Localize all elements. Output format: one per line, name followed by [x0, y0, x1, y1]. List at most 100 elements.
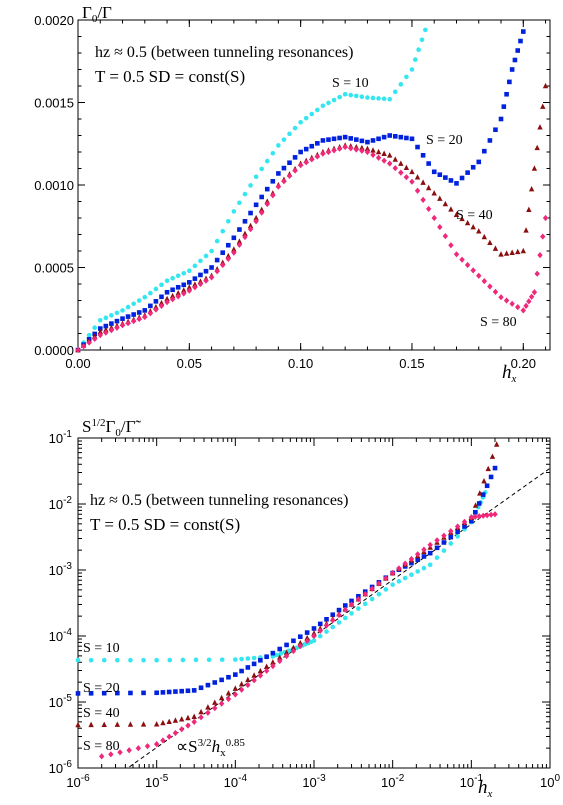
bottom-data-point — [212, 680, 218, 685]
top-data-point — [125, 320, 131, 327]
bottom-data-point — [330, 624, 336, 630]
top-data-point — [359, 138, 365, 144]
top-data-point — [159, 294, 164, 300]
bottom-data-point — [180, 657, 186, 663]
bottom-data-point — [257, 667, 264, 674]
top-data-point — [298, 120, 303, 125]
bottom-label-s40: S = 40 — [83, 706, 120, 721]
top-data-point — [537, 252, 543, 259]
top-data-point — [259, 166, 264, 172]
top-data-point — [337, 94, 342, 100]
top-data-point — [253, 202, 259, 208]
top-data-point — [414, 187, 421, 194]
top-data-point — [353, 146, 360, 153]
bottom-data-point — [198, 708, 204, 715]
top-data-point — [342, 91, 348, 97]
bottom-data-point — [238, 681, 245, 687]
bottom-data-point — [421, 554, 427, 559]
top-data-point — [409, 168, 415, 175]
bottom-data-point — [212, 699, 218, 705]
bottom-data-point — [290, 647, 297, 655]
top-ylabel: Γ0/Γ — [82, 3, 112, 25]
top-data-point — [420, 153, 426, 158]
top-data-point — [370, 151, 376, 158]
top-data-point — [442, 200, 449, 207]
top-label-s10: S = 10 — [332, 76, 369, 91]
bottom-panel: 10-6 10-5 10-4 10-3 10-2 10-1 100 10-6 10-5 10-4 1… — [49, 417, 561, 800]
top-data-point — [476, 159, 482, 165]
top-data-point — [120, 308, 125, 313]
top-data-point — [169, 292, 176, 299]
top-data-point — [130, 318, 137, 325]
top-data-point — [231, 209, 237, 214]
top-data-point — [337, 135, 342, 141]
top-data-point — [247, 222, 254, 229]
bottom-data-point — [421, 546, 427, 553]
top-data-point — [242, 233, 248, 241]
top-data-point — [214, 238, 220, 244]
top-data-point — [147, 310, 154, 317]
top-data-point — [331, 147, 337, 154]
bottom-annotation-hz: hz ≈ 0.5 (between tunneling resonances) — [90, 492, 348, 509]
bottom-data-point — [191, 688, 197, 693]
bottom-data-point — [448, 541, 454, 546]
top-data-point — [125, 314, 131, 319]
top-data-point — [198, 258, 203, 264]
bottom-data-point — [88, 721, 94, 728]
top-data-point — [354, 93, 359, 99]
top-data-point — [526, 206, 532, 213]
top-data-point — [404, 74, 409, 80]
top-data-point — [534, 144, 540, 151]
bottom-y-tick-label: 10-4 — [49, 627, 73, 644]
top-data-point — [381, 134, 387, 140]
top-data-point — [142, 294, 148, 300]
bottom-data-point — [191, 713, 197, 719]
bottom-data-point — [472, 502, 479, 508]
bottom-data-point — [454, 523, 461, 530]
bottom-data-point — [409, 572, 414, 578]
top-data-point — [276, 143, 281, 148]
bottom-data-point — [88, 657, 94, 663]
bottom-data-point — [469, 518, 474, 524]
top-data-point — [526, 298, 532, 305]
top-data-point — [503, 250, 510, 256]
top-data-point — [542, 82, 549, 89]
top-data-point — [197, 280, 204, 288]
top-data-point — [348, 92, 354, 98]
top-data-point — [119, 322, 126, 329]
bottom-data-point — [226, 674, 231, 680]
top-data-point — [416, 47, 421, 52]
bottom-y-tick-label: 10-1 — [49, 429, 73, 446]
top-data-point — [225, 219, 231, 224]
top-data-point — [136, 315, 142, 323]
top-data-point — [392, 164, 398, 172]
top-data-point — [501, 104, 507, 109]
top-data-point — [175, 285, 181, 290]
top-data-point — [103, 315, 109, 321]
bottom-xlabel: hx — [478, 777, 493, 800]
top-data-point — [492, 288, 499, 295]
bottom-data-point — [415, 569, 420, 574]
top-y-tick-label: 0.0020 — [34, 13, 74, 28]
top-data-point — [409, 67, 415, 72]
bottom-data-point — [421, 565, 427, 571]
bottom-data-point — [356, 606, 361, 611]
top-xlabel: hx — [502, 362, 517, 385]
top-data-point — [376, 136, 381, 142]
top-label-s20: S = 20 — [426, 133, 463, 148]
top-data-point — [253, 218, 259, 225]
top-data-point — [170, 275, 175, 281]
top-data-point — [314, 153, 321, 160]
top-data-point — [114, 310, 120, 316]
bottom-x-tick-label: 10-3 — [302, 773, 326, 790]
top-data-point — [270, 192, 276, 199]
bottom-y-tick-label: 10-5 — [49, 693, 73, 710]
bottom-data-point — [205, 704, 211, 710]
top-data-point — [231, 235, 237, 241]
bottom-data-point — [297, 639, 303, 646]
top-axis-ticks: 0.00 0.05 0.10 0.15 0.20 0.0000 0.0005 0.0010 0.… — [34, 13, 550, 371]
bottom-data-point — [448, 534, 454, 540]
top-data-point — [97, 326, 103, 331]
top-data-point — [420, 179, 426, 185]
top-data-point — [359, 147, 365, 154]
